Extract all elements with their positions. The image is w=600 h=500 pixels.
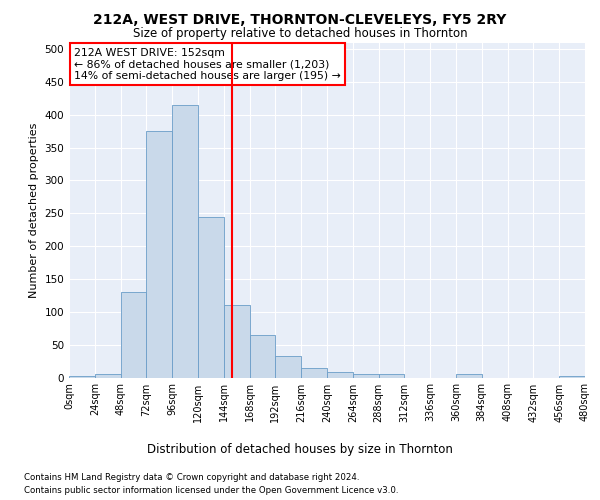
Text: Size of property relative to detached houses in Thornton: Size of property relative to detached ho…: [133, 28, 467, 40]
Bar: [250, 335, 275, 378]
Text: Contains public sector information licensed under the Open Government Licence v3: Contains public sector information licen…: [24, 486, 398, 495]
Y-axis label: Number of detached properties: Number of detached properties: [29, 122, 39, 298]
Bar: [353, 374, 379, 378]
Bar: [224, 305, 250, 378]
Bar: [301, 368, 327, 378]
Bar: [198, 216, 224, 378]
Bar: [559, 376, 585, 378]
Bar: [69, 376, 95, 378]
Bar: [172, 105, 198, 378]
Bar: [146, 131, 172, 378]
Bar: [95, 374, 121, 378]
Text: Contains HM Land Registry data © Crown copyright and database right 2024.: Contains HM Land Registry data © Crown c…: [24, 472, 359, 482]
Bar: [456, 374, 482, 378]
Text: 212A, WEST DRIVE, THORNTON-CLEVELEYS, FY5 2RY: 212A, WEST DRIVE, THORNTON-CLEVELEYS, FY…: [94, 12, 506, 26]
Bar: [121, 292, 146, 378]
Bar: [327, 372, 353, 378]
Text: Distribution of detached houses by size in Thornton: Distribution of detached houses by size …: [147, 442, 453, 456]
Text: 212A WEST DRIVE: 152sqm
← 86% of detached houses are smaller (1,203)
14% of semi: 212A WEST DRIVE: 152sqm ← 86% of detache…: [74, 48, 341, 80]
Bar: [275, 356, 301, 378]
Bar: [379, 374, 404, 378]
